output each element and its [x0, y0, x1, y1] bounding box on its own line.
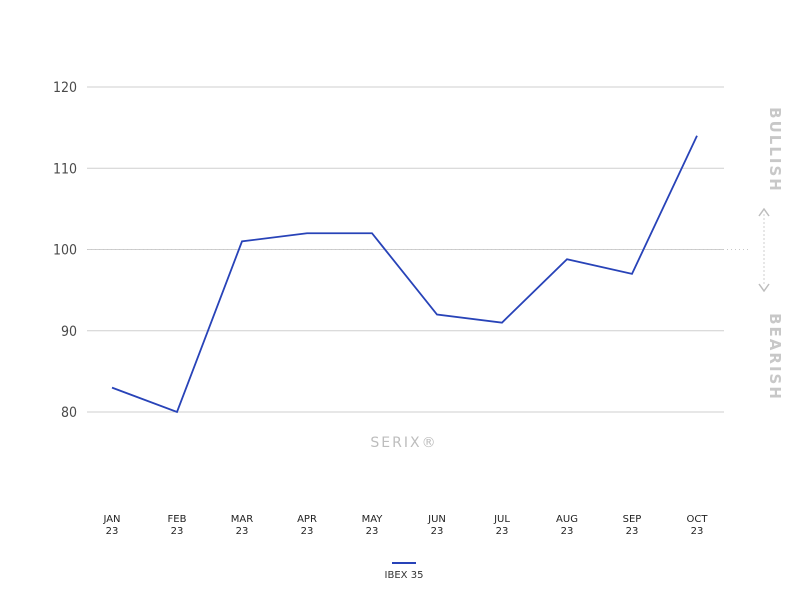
x-tick-label: SEP 23	[623, 514, 642, 537]
x-tick-label: JUN 23	[427, 514, 446, 537]
x-tick-label: MAR 23	[231, 514, 253, 537]
serix-watermark: SERIX®	[370, 435, 437, 451]
x-tick-label: JUL 23	[493, 514, 510, 537]
y-tick-label: 100	[53, 243, 77, 259]
x-tick-label: FEB 23	[168, 514, 187, 537]
x-tick-label: APR 23	[297, 514, 317, 537]
series-ibex-35	[111, 135, 698, 414]
bearish-label: BEARISH	[766, 313, 784, 401]
y-axis-ticks: 80 90 100 110 120	[53, 80, 77, 421]
grid-lines	[87, 86, 750, 413]
bullish-label: BULLISH	[766, 107, 784, 193]
y-tick-label: 90	[61, 324, 77, 340]
x-tick-label: MAY 23	[362, 514, 384, 537]
legend-label-ibex-35: IBEX 35	[385, 570, 424, 581]
y-tick-label: 110	[53, 161, 77, 177]
y-tick-label: 80	[61, 405, 77, 421]
legend: IBEX 35	[385, 562, 424, 581]
x-axis-ticks: JAN 23 FEB 23 MAR 23 APR 23 MAY 23 JUN 23 JUL 23 AUG 23…	[102, 514, 708, 537]
y-tick-label: 120	[53, 80, 77, 96]
x-tick-label: OCT 23	[687, 514, 709, 537]
sentiment-side-labels: BULLISH BEARISH	[758, 107, 784, 401]
x-tick-label: AUG 23	[556, 514, 578, 537]
x-tick-label: JAN 23	[102, 514, 120, 537]
series-line-ibex-35	[111, 135, 698, 414]
up-down-arrow-icon	[758, 207, 770, 293]
